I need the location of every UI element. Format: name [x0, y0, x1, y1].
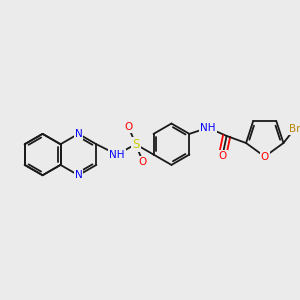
Text: N: N	[74, 129, 82, 139]
Text: O: O	[124, 122, 133, 132]
Text: S: S	[132, 138, 139, 151]
Text: O: O	[139, 157, 147, 167]
Text: NH: NH	[109, 150, 125, 160]
Text: O: O	[218, 151, 226, 160]
Text: NH: NH	[200, 123, 216, 133]
Text: N: N	[74, 170, 82, 180]
Text: O: O	[261, 152, 269, 162]
Text: Br: Br	[289, 124, 300, 134]
